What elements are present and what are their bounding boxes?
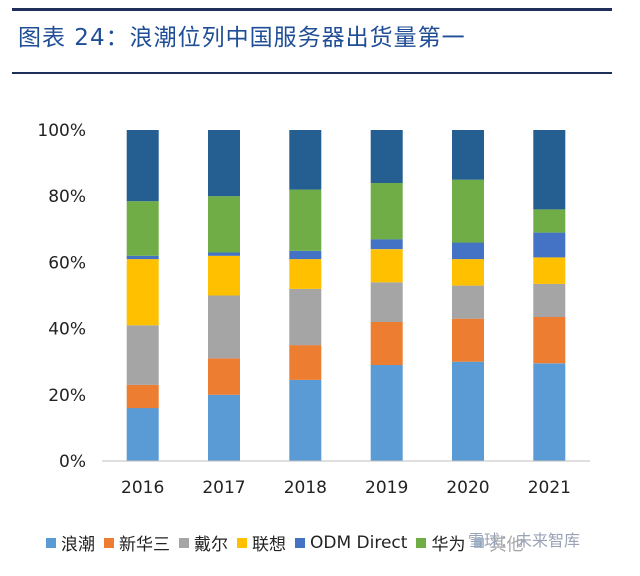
- legend-swatch: [46, 537, 56, 548]
- legend-swatch: [179, 537, 189, 548]
- bar-segment: [126, 408, 159, 461]
- legend-label: 新华三: [119, 535, 170, 555]
- bar-segment: [452, 318, 484, 362]
- watermark: 雪球：未来智库: [468, 527, 581, 551]
- bar-segment: [126, 130, 159, 202]
- bar-segment: [452, 259, 484, 286]
- bar-segment: [208, 394, 240, 461]
- bar-segment: [208, 130, 240, 197]
- x-tick-label: 2020: [446, 478, 489, 498]
- legend-label: 华为: [431, 535, 466, 555]
- bar-segment: [126, 201, 159, 256]
- bar-segment: [126, 255, 159, 260]
- x-tick-label: 2018: [284, 478, 327, 498]
- bar-segment: [533, 283, 566, 317]
- legend-item: 浪潮: [46, 530, 95, 555]
- bar-segment: [208, 358, 240, 395]
- bar-segment: [126, 384, 159, 409]
- bar-segment: [208, 255, 240, 296]
- legend-item: 华为: [416, 530, 465, 555]
- bar-segment: [452, 130, 484, 180]
- bar-segment: [452, 361, 484, 461]
- legend-item: ODM Direct: [295, 533, 407, 553]
- legend-label: 戴尔: [194, 535, 228, 555]
- bar-segment: [452, 242, 484, 260]
- bar-segment: [208, 252, 240, 256]
- y-tick-label: 100%: [37, 121, 86, 141]
- bar-segment: [370, 239, 403, 250]
- y-tick-label: 0%: [59, 452, 86, 472]
- x-tick-label: 2016: [121, 478, 164, 498]
- bar-segment: [533, 257, 566, 284]
- bar-segment: [208, 196, 240, 253]
- title-underline: [12, 72, 612, 74]
- bar-segment: [452, 285, 484, 319]
- bar-segment: [533, 232, 566, 258]
- bar-segment: [370, 130, 403, 183]
- legend-swatch: [295, 537, 305, 548]
- legend-label: 联想: [252, 535, 286, 555]
- legend-swatch: [416, 537, 427, 548]
- bar-segment: [289, 379, 322, 461]
- y-tick-label: 80%: [48, 187, 86, 207]
- top-rule: [12, 8, 612, 11]
- bar-segment: [370, 322, 403, 365]
- x-tick-label: 2021: [528, 478, 571, 498]
- bar-segment: [289, 288, 322, 346]
- y-tick-label: 20%: [48, 386, 86, 406]
- bar-segment: [289, 189, 322, 251]
- y-tick-label: 60%: [48, 253, 86, 273]
- bar-segment: [289, 130, 322, 190]
- bar-segment: [533, 209, 566, 233]
- bar-segment: [289, 345, 322, 380]
- bar-segment: [289, 259, 322, 289]
- bar-segment: [370, 282, 403, 322]
- bar-segment: [126, 259, 159, 326]
- bar-segment: [208, 295, 240, 359]
- page-title: 图表 24：浪潮位列中国服务器出货量第一: [18, 25, 466, 51]
- legend-item: 联想: [237, 530, 286, 555]
- legend-swatch: [237, 537, 247, 548]
- bar-segment: [533, 130, 566, 210]
- legend-item: 戴尔: [179, 530, 228, 555]
- bar-segment: [533, 363, 566, 461]
- x-tick-label: 2019: [365, 478, 408, 498]
- x-tick-label: 2017: [202, 478, 245, 498]
- legend-item: 新华三: [104, 530, 170, 555]
- bar-segment: [126, 325, 159, 385]
- legend-swatch: [104, 537, 114, 548]
- bar-segment: [289, 250, 322, 260]
- bar-segment: [452, 179, 484, 243]
- legend-label: 浪潮: [61, 535, 95, 555]
- legend-label: ODM Direct: [310, 532, 408, 553]
- bar-segment: [370, 249, 403, 283]
- bar-segment: [370, 183, 403, 240]
- bar-segment: [370, 365, 403, 461]
- bar-segment: [533, 317, 566, 364]
- y-tick-label: 40%: [48, 320, 86, 340]
